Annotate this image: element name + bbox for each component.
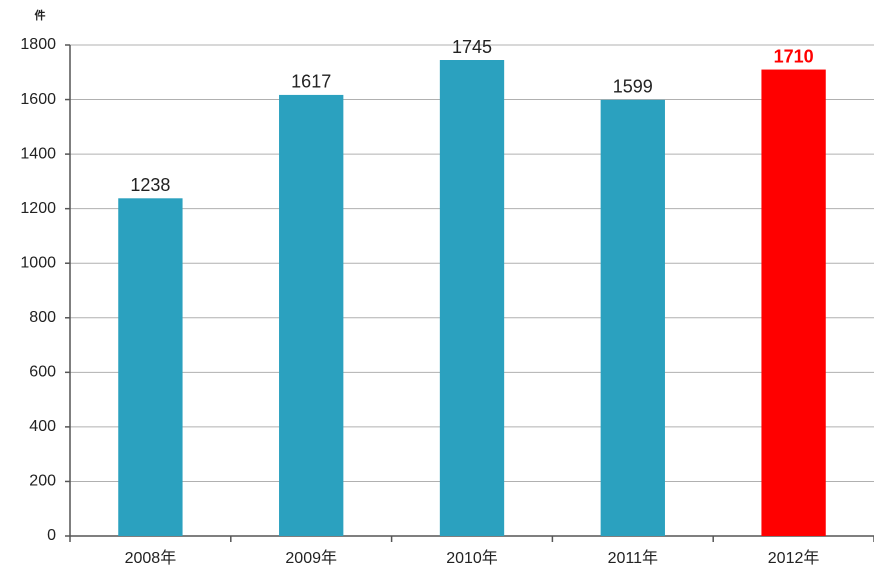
value-label: 1599	[613, 77, 653, 97]
bar	[600, 99, 665, 536]
y-tick-label: 1000	[20, 254, 56, 271]
y-tick-label: 600	[29, 364, 56, 381]
value-label: 1617	[291, 72, 331, 92]
y-tick-label: 1600	[20, 91, 56, 108]
x-tick-label: 2012年	[768, 549, 820, 567]
bar	[439, 60, 505, 536]
bar	[279, 94, 344, 536]
x-tick-label: 2011年	[608, 549, 658, 567]
y-axis-unit: 件	[35, 8, 46, 22]
x-tick-label: 2010年	[446, 549, 498, 567]
bar	[118, 198, 183, 536]
y-tick-label: 200	[29, 473, 56, 490]
y-tick-label: 1200	[20, 200, 56, 217]
y-tick-label: 1400	[20, 145, 56, 162]
x-tick-label: 2008年	[125, 549, 177, 567]
y-tick-label: 800	[29, 309, 56, 326]
value-label: 1238	[130, 175, 170, 195]
y-tick-label: 400	[29, 418, 56, 435]
x-tick-label: 2009年	[285, 549, 337, 567]
bar	[761, 69, 826, 537]
y-tick-label: 0	[47, 527, 56, 544]
value-label: 1710	[774, 46, 814, 66]
y-tick-label: 1800	[20, 36, 56, 53]
value-label: 1745	[452, 37, 492, 57]
